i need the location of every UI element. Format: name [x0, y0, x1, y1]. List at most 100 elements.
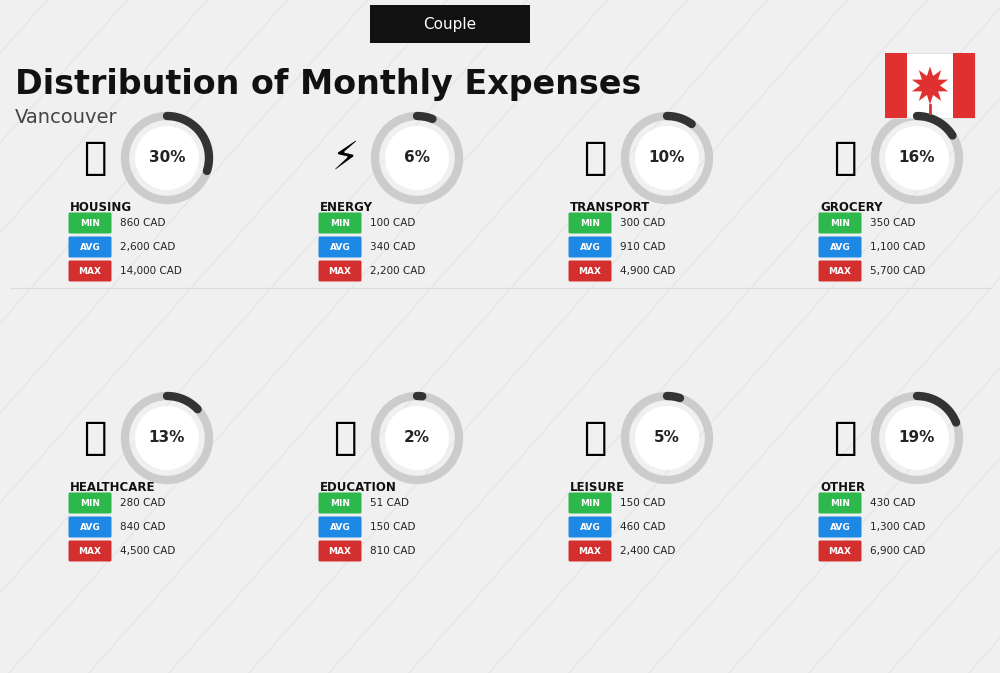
Text: AVG: AVG	[580, 242, 600, 252]
Text: MAX: MAX	[828, 267, 851, 275]
FancyBboxPatch shape	[568, 213, 612, 234]
Text: MIN: MIN	[580, 219, 600, 227]
FancyBboxPatch shape	[318, 213, 362, 234]
Text: MIN: MIN	[80, 499, 100, 507]
Text: 4,900 CAD: 4,900 CAD	[620, 266, 675, 276]
Text: AVG: AVG	[580, 522, 600, 532]
FancyBboxPatch shape	[818, 236, 861, 258]
FancyBboxPatch shape	[885, 53, 907, 118]
Text: Couple: Couple	[423, 17, 477, 32]
Circle shape	[885, 406, 949, 470]
FancyBboxPatch shape	[568, 236, 612, 258]
Circle shape	[635, 126, 699, 190]
Text: 860 CAD: 860 CAD	[120, 218, 166, 228]
Text: 810 CAD: 810 CAD	[370, 546, 416, 556]
Text: HEALTHCARE: HEALTHCARE	[70, 481, 156, 494]
FancyBboxPatch shape	[318, 516, 362, 538]
Text: AVG: AVG	[80, 522, 100, 532]
Text: 910 CAD: 910 CAD	[620, 242, 666, 252]
Text: 150 CAD: 150 CAD	[620, 498, 666, 508]
Text: 💰: 💰	[833, 419, 857, 457]
Text: MIN: MIN	[830, 499, 850, 507]
Circle shape	[385, 126, 449, 190]
Text: 2,200 CAD: 2,200 CAD	[370, 266, 425, 276]
Text: 5,700 CAD: 5,700 CAD	[870, 266, 925, 276]
Text: 840 CAD: 840 CAD	[120, 522, 166, 532]
FancyBboxPatch shape	[370, 5, 530, 43]
FancyBboxPatch shape	[818, 540, 861, 561]
Text: 1,100 CAD: 1,100 CAD	[870, 242, 925, 252]
Circle shape	[385, 406, 449, 470]
Text: MIN: MIN	[330, 499, 350, 507]
Text: 🛒: 🛒	[833, 139, 857, 177]
Text: 2%: 2%	[404, 431, 430, 446]
FancyBboxPatch shape	[68, 516, 112, 538]
FancyBboxPatch shape	[568, 493, 612, 513]
Text: TRANSPORT: TRANSPORT	[570, 201, 650, 214]
Text: ENERGY: ENERGY	[320, 201, 373, 214]
Text: Distribution of Monthly Expenses: Distribution of Monthly Expenses	[15, 68, 641, 101]
Text: 460 CAD: 460 CAD	[620, 522, 666, 532]
FancyBboxPatch shape	[68, 213, 112, 234]
Text: 2,600 CAD: 2,600 CAD	[120, 242, 175, 252]
Text: 🛍: 🛍	[583, 419, 607, 457]
Text: Vancouver: Vancouver	[15, 108, 118, 127]
Circle shape	[135, 406, 199, 470]
FancyBboxPatch shape	[818, 493, 861, 513]
Text: MAX: MAX	[329, 267, 352, 275]
FancyBboxPatch shape	[318, 493, 362, 513]
Text: 13%: 13%	[149, 431, 185, 446]
Text: 🚌: 🚌	[583, 139, 607, 177]
Text: 4,500 CAD: 4,500 CAD	[120, 546, 175, 556]
Text: MIN: MIN	[580, 499, 600, 507]
Text: MAX: MAX	[329, 546, 352, 555]
Text: AVG: AVG	[330, 242, 350, 252]
Text: 🏢: 🏢	[83, 139, 107, 177]
Text: AVG: AVG	[830, 522, 850, 532]
Text: 100 CAD: 100 CAD	[370, 218, 415, 228]
Text: 30%: 30%	[149, 151, 185, 166]
Text: 14,000 CAD: 14,000 CAD	[120, 266, 182, 276]
Text: AVG: AVG	[830, 242, 850, 252]
Text: EDUCATION: EDUCATION	[320, 481, 397, 494]
Text: 6,900 CAD: 6,900 CAD	[870, 546, 925, 556]
Text: MAX: MAX	[828, 546, 851, 555]
Text: 6%: 6%	[404, 151, 430, 166]
Text: 280 CAD: 280 CAD	[120, 498, 166, 508]
Text: MAX: MAX	[78, 546, 102, 555]
Text: 1,300 CAD: 1,300 CAD	[870, 522, 925, 532]
FancyBboxPatch shape	[568, 516, 612, 538]
Text: 19%: 19%	[899, 431, 935, 446]
Circle shape	[635, 406, 699, 470]
Text: 5%: 5%	[654, 431, 680, 446]
Text: GROCERY: GROCERY	[820, 201, 882, 214]
FancyBboxPatch shape	[68, 493, 112, 513]
FancyBboxPatch shape	[318, 236, 362, 258]
FancyBboxPatch shape	[952, 53, 975, 118]
Text: 150 CAD: 150 CAD	[370, 522, 416, 532]
Text: MAX: MAX	[78, 267, 102, 275]
Text: 🎓: 🎓	[333, 419, 357, 457]
Text: AVG: AVG	[80, 242, 100, 252]
Text: AVG: AVG	[330, 522, 350, 532]
Circle shape	[885, 126, 949, 190]
Text: 430 CAD: 430 CAD	[870, 498, 915, 508]
FancyBboxPatch shape	[818, 260, 861, 281]
FancyBboxPatch shape	[885, 53, 975, 118]
Text: MIN: MIN	[830, 219, 850, 227]
Text: 16%: 16%	[899, 151, 935, 166]
Text: 2,400 CAD: 2,400 CAD	[620, 546, 675, 556]
FancyBboxPatch shape	[568, 260, 612, 281]
Text: 350 CAD: 350 CAD	[870, 218, 915, 228]
Text: LEISURE: LEISURE	[570, 481, 625, 494]
Text: MAX: MAX	[578, 546, 602, 555]
Text: 51 CAD: 51 CAD	[370, 498, 409, 508]
FancyBboxPatch shape	[318, 540, 362, 561]
FancyBboxPatch shape	[568, 540, 612, 561]
FancyBboxPatch shape	[318, 260, 362, 281]
FancyBboxPatch shape	[68, 236, 112, 258]
Circle shape	[135, 126, 199, 190]
Text: MAX: MAX	[578, 267, 602, 275]
Text: 300 CAD: 300 CAD	[620, 218, 665, 228]
FancyBboxPatch shape	[68, 260, 112, 281]
